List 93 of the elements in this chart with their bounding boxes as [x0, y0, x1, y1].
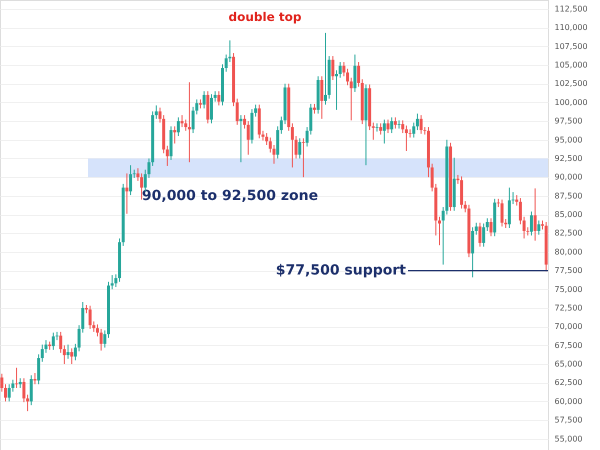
candlestick	[508, 187, 511, 228]
candlestick	[70, 348, 74, 365]
y-tick-label: 62,500	[554, 378, 582, 388]
candlestick	[129, 164, 132, 196]
candlestick	[534, 188, 537, 242]
candlestick	[37, 354, 40, 385]
candlestick	[382, 119, 386, 144]
candlestick	[442, 206, 445, 266]
candlestick	[290, 122, 294, 168]
candlestick	[320, 76, 324, 120]
candlestick	[404, 125, 408, 152]
y-tick-label: 72,500	[554, 303, 582, 312]
candlestick	[386, 119, 390, 134]
candlestick	[8, 384, 11, 402]
candlestick	[92, 320, 96, 332]
y-tick-label: 95,000	[554, 135, 582, 144]
y-tick-label: 82,500	[554, 228, 582, 238]
candlestick	[59, 331, 62, 354]
candlestick	[40, 344, 44, 362]
y-tick-label: 70,000	[554, 322, 582, 332]
band-label: 90,000 to 92,500 zone	[142, 188, 318, 204]
y-tick-label: 67,500	[554, 340, 582, 350]
candlestick	[331, 56, 334, 80]
y-tick-label: 110,000	[554, 23, 588, 32]
candlestick	[324, 32, 327, 106]
candlestick	[30, 374, 33, 406]
candlestick	[184, 119, 188, 132]
candlestick	[420, 114, 423, 134]
candlestick	[309, 103, 312, 136]
candlestick	[66, 344, 70, 360]
annotation: double top	[228, 10, 302, 24]
y-tick-label: 92,500	[554, 154, 582, 163]
candlestick	[202, 90, 206, 109]
y-tick-label: 97,500	[554, 116, 582, 126]
y-tick-label: 55,000	[554, 434, 582, 444]
candlestick	[195, 98, 198, 115]
candlestick	[192, 106, 195, 134]
candlestick	[530, 211, 533, 236]
candlestick	[401, 120, 404, 134]
y-tick-label: 102,500	[554, 79, 588, 88]
candlestick	[471, 226, 474, 278]
candlestick	[372, 122, 375, 140]
y-tick-label: 75,000	[554, 284, 582, 294]
candlestick	[81, 301, 84, 334]
candlestick	[88, 305, 92, 330]
candlestick	[298, 138, 302, 159]
candlestick	[306, 126, 309, 148]
candlestick	[11, 379, 14, 392]
candlestick	[353, 54, 356, 92]
candlestick	[478, 222, 482, 248]
y-tick-label: 87,500	[554, 191, 582, 200]
candlestick	[357, 62, 360, 88]
y-tick-label: 85,000	[554, 210, 582, 220]
candlestick	[515, 194, 518, 206]
candlestick	[489, 218, 492, 237]
candlestick	[210, 94, 213, 124]
candlestick	[217, 90, 220, 106]
y-tick-label: 57,500	[554, 416, 582, 425]
candlestick	[52, 332, 55, 350]
candlestick	[390, 116, 394, 134]
y-tick-label: 65,000	[554, 360, 582, 369]
candlestick	[180, 114, 184, 128]
y-tick-label: 90,000	[554, 172, 582, 182]
y-tick-label: 100,000	[554, 98, 588, 107]
y-tick-label: 80,000	[554, 247, 582, 256]
y-tick-label: 112,500	[554, 4, 588, 14]
candlestick	[482, 223, 486, 248]
candlestick	[125, 172, 128, 214]
candlestick	[312, 103, 316, 114]
y-tick-label: 77,500	[554, 266, 582, 276]
candlestick	[265, 132, 268, 146]
candlestick	[166, 145, 169, 166]
candlestick	[243, 114, 246, 130]
y-tick-label: 60,000	[554, 396, 582, 406]
candlestick	[486, 218, 489, 232]
y-tick-label: 107,500	[554, 42, 588, 51]
candlestick	[188, 82, 191, 163]
candlestick	[500, 199, 504, 227]
candlestick	[154, 104, 158, 120]
candlestick	[173, 126, 176, 144]
candlestick	[100, 328, 103, 352]
candlestick	[379, 122, 382, 136]
candlestick	[474, 222, 478, 236]
candlestick	[246, 120, 250, 156]
candlestick	[33, 372, 36, 385]
y-tick-label: 105,000	[554, 60, 588, 70]
candlestick	[228, 40, 232, 63]
candlestick	[62, 344, 66, 365]
candlestick	[302, 138, 305, 178]
ref-line-label: $77,500 support	[276, 262, 406, 279]
candlestick	[176, 116, 180, 137]
candlestick	[394, 116, 397, 130]
candlestick	[537, 220, 540, 236]
